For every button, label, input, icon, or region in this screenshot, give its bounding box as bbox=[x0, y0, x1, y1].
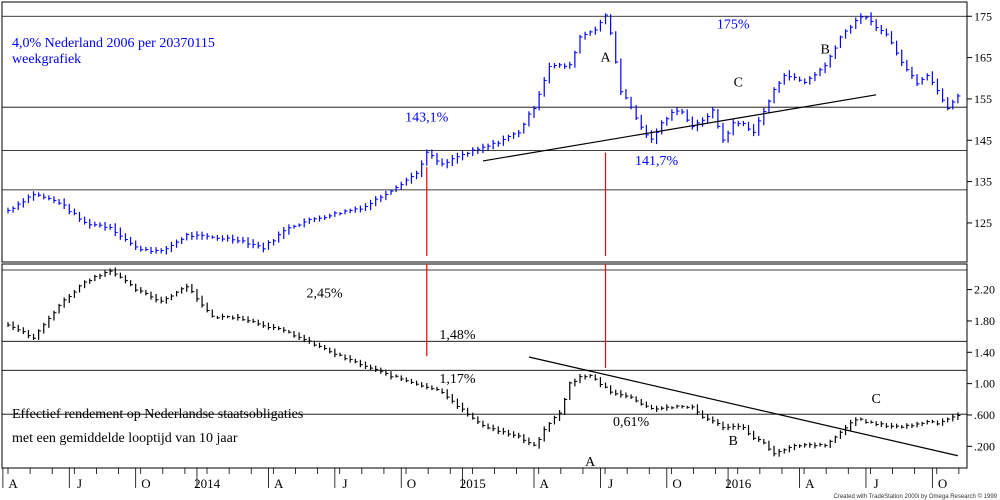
x-tick-label: O bbox=[141, 476, 150, 491]
y-tick-label: 1.80 bbox=[974, 314, 995, 328]
price-chart-title: 4,0% Nederland 2006 per 20370115 bbox=[12, 36, 215, 51]
yield-panel: .200 .600 1.00 1.40 1.80 2.20 2,45% 1,48% 1,17% 0… bbox=[1, 263, 995, 470]
chart-annotation: B bbox=[729, 434, 738, 449]
chart-annotation: B bbox=[820, 42, 829, 57]
x-tick-label: J bbox=[77, 476, 82, 491]
x-tick-label: J bbox=[343, 476, 348, 491]
chart-annotation: C bbox=[872, 392, 881, 407]
x-tick-label: 2016 bbox=[725, 476, 752, 491]
y-tick-label: 175 bbox=[974, 9, 992, 23]
y-tick-label: .600 bbox=[974, 408, 995, 422]
x-axis: A J O 2014 A J O 2015 A J O 2016 A J O bbox=[2, 467, 967, 491]
x-tick-label: A bbox=[8, 476, 18, 491]
footer-credit: Created with TradeStation 2000i by Omega… bbox=[833, 493, 997, 500]
y-tick-label: .200 bbox=[974, 439, 995, 453]
yield-chart-title: Effectief rendement op Nederlandse staat… bbox=[12, 407, 303, 422]
y-tick-label: 1.40 bbox=[974, 345, 995, 359]
chart-annotation: 143,1% bbox=[405, 111, 449, 126]
x-tick-label: A bbox=[540, 476, 550, 491]
chart-annotation: A bbox=[585, 455, 596, 470]
y-tick-label: 2.20 bbox=[974, 283, 995, 297]
chart-annotation: 1,17% bbox=[439, 372, 476, 387]
x-tick-label: O bbox=[672, 476, 681, 491]
x-tick-label: O bbox=[407, 476, 416, 491]
trendline bbox=[528, 356, 959, 457]
panel-frame bbox=[1, 1, 968, 263]
x-tick-label: O bbox=[938, 476, 947, 491]
x-tick-label: 2015 bbox=[460, 476, 486, 491]
x-tick-label: J bbox=[608, 476, 613, 491]
y-tick-label: 125 bbox=[974, 216, 992, 230]
x-tick-label: A bbox=[805, 476, 815, 491]
x-tick-label: 2014 bbox=[194, 476, 221, 491]
x-tick-label: A bbox=[274, 476, 284, 491]
y-tick-label: 135 bbox=[974, 175, 992, 189]
price-chart-subtitle: weekgrafiek bbox=[12, 52, 81, 67]
chart-annotation: 0,61% bbox=[613, 415, 650, 430]
y-tick-label: 165 bbox=[974, 51, 992, 65]
chart-annotation: 1,48% bbox=[439, 328, 476, 343]
marker-lines bbox=[426, 152, 607, 368]
chart-annotation: 2,45% bbox=[307, 286, 344, 301]
trendline bbox=[482, 94, 877, 162]
y-tick-label: 1.00 bbox=[974, 377, 995, 391]
price-panel: 125 135 145 155 165 175 143,1% A 175% C 141,7% B bbox=[1, 1, 992, 263]
y-tick-label: 155 bbox=[974, 92, 992, 106]
chart-annotation: 175% bbox=[717, 18, 750, 33]
chart-annotation: A bbox=[600, 51, 611, 66]
chart-annotation: 141,7% bbox=[635, 154, 679, 169]
y-tick-label: 145 bbox=[974, 133, 992, 147]
x-tick-label: J bbox=[874, 476, 879, 491]
yield-chart-subtitle: met een gemiddelde looptijd van 10 jaar bbox=[12, 431, 238, 446]
chart-annotation: C bbox=[734, 76, 743, 91]
